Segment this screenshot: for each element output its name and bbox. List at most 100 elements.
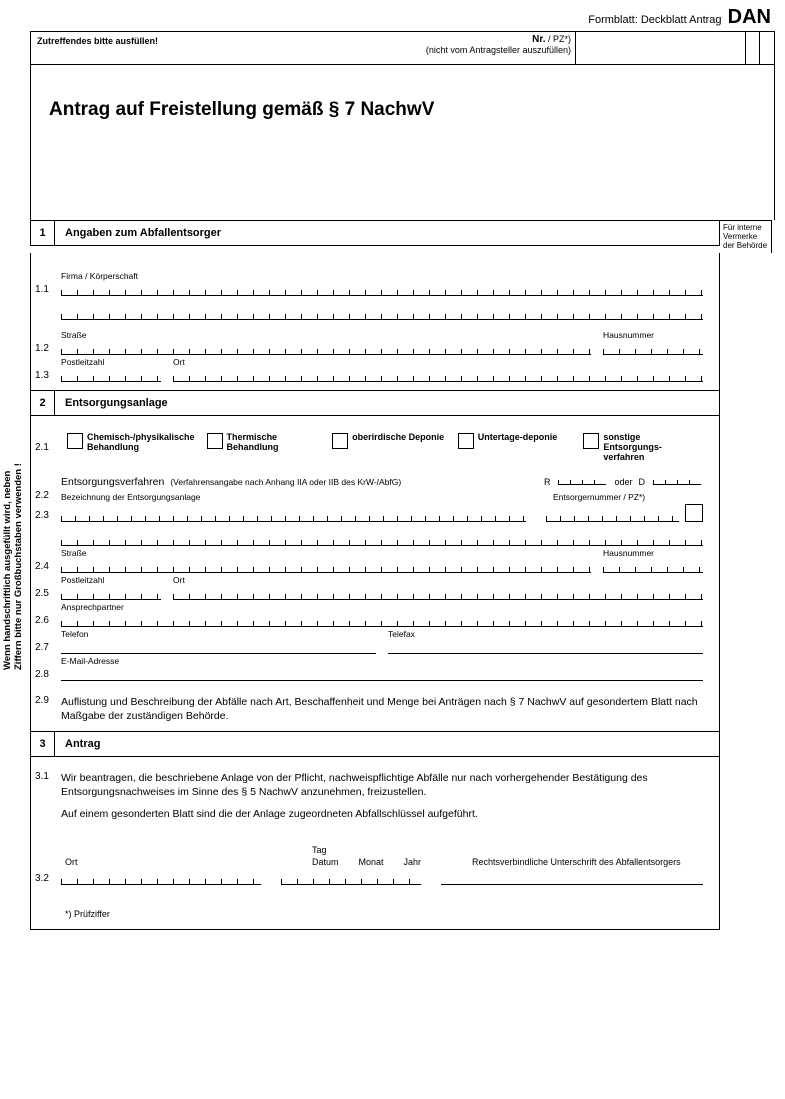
footnote: *) Prüfziffer [31, 887, 709, 925]
row-2-6-num: 2.6 [31, 615, 61, 627]
telefon-field[interactable] [61, 640, 376, 654]
entsorgernummer-field[interactable] [546, 508, 679, 522]
email-field[interactable] [61, 667, 703, 681]
section-2-body: 2.1 Chemisch-/physikalische Behandlung T… [30, 416, 720, 731]
section-1-num: 1 [31, 221, 55, 245]
sig-monat-label: Monat [359, 857, 384, 867]
sig-date-field[interactable] [281, 871, 421, 885]
section-2-title: Entsorgungsanlage [55, 391, 719, 415]
entsorgungsverfahren-label: Entsorgungsverfahren [61, 476, 164, 488]
telefon-label: Telefon [61, 629, 376, 639]
cb-thermisch[interactable] [207, 433, 223, 449]
cb-sonstige-label: sonstige Entsorgungs-verfahren [603, 432, 697, 463]
antrag-text-2: Auf einem gesonderten Blatt sind die der… [61, 807, 703, 821]
cb-untertage[interactable] [458, 433, 474, 449]
sig-tag-label: Tag [312, 845, 327, 855]
cb-untertage-label: Untertage-deponie [478, 432, 558, 442]
ort-field-2[interactable] [173, 586, 703, 600]
row-3-2-num: 3.2 [31, 873, 61, 885]
sig-ort-field[interactable] [61, 871, 261, 885]
vertical-instruction: Wenn handschriftlich ausgefüllt wird, ne… [2, 270, 25, 670]
cb-chem-phys[interactable] [67, 433, 83, 449]
section-3-header: 3 Antrag [30, 731, 720, 757]
cb-sonstige[interactable] [583, 433, 599, 449]
internal-notes-box: Für interne Vermerke der Behörde [720, 220, 772, 253]
hausnummer-label: Hausnummer [603, 330, 703, 340]
oder-label: oder [614, 477, 632, 487]
hausnummer-label-2: Hausnummer [603, 548, 703, 558]
section-2-num: 2 [31, 391, 55, 415]
ansprechpartner-label: Ansprechpartner [61, 602, 703, 612]
firma-field[interactable] [61, 282, 703, 296]
row-2-3-num: 2.3 [31, 510, 61, 522]
section-2-header: 2 Entsorgungsanlage [30, 390, 720, 416]
r-label: R [544, 477, 551, 487]
form-header: Formblatt: Deckblatt Antrag DAN [30, 6, 775, 29]
strasse-label-2: Straße [61, 548, 591, 558]
hausnummer-field[interactable] [603, 341, 703, 355]
row-2-9-num: 2.9 [31, 695, 61, 707]
section-1-header: 1 Angaben zum Abfallentsorger [30, 220, 720, 246]
plz-field-2[interactable] [61, 586, 161, 600]
sig-ort-label: Ort [65, 857, 78, 867]
bezeichnung-label: Bezeichnung der Entsorgungsanlage [61, 492, 553, 502]
top-box: Zutreffendes bitte ausfüllen! Nr. / PZ*)… [30, 31, 775, 65]
row-2-9-text: Auflistung und Beschreibung der Abfälle … [61, 695, 709, 723]
row-1-1-num: 1.1 [31, 284, 61, 296]
firma-field-2[interactable] [61, 306, 703, 320]
sig-jahr-label: Jahr [404, 857, 422, 867]
nr-field[interactable] [576, 32, 746, 64]
fill-instruction: Zutreffendes bitte ausfüllen! [31, 32, 361, 64]
antrag-text-1: Wir beantragen, die beschriebene Anlage … [61, 771, 703, 799]
row-2-4-num: 2.4 [31, 561, 61, 573]
row-3-1-num: 3.1 [31, 771, 61, 783]
hausnummer-field-2[interactable] [603, 559, 703, 573]
ort-label-2: Ort [173, 575, 703, 585]
cb-thermisch-label: Thermische Behandlung [227, 432, 321, 453]
sig-signature-field[interactable] [441, 871, 703, 885]
sig-signature-label: Rechtsverbindliche Unterschrift des Abfa… [472, 857, 681, 867]
d-field[interactable] [653, 475, 701, 485]
row-2-1-num: 2.1 [31, 442, 61, 454]
row-2-5-num: 2.5 [31, 588, 61, 600]
plz-label-2: Postleitzahl [61, 575, 161, 585]
pz-field-1[interactable] [746, 32, 760, 64]
title-box: Antrag auf Freistellung gemäß § 7 NachwV [30, 65, 775, 220]
sig-datum-label: Datum [312, 857, 339, 867]
section-1-title: Angaben zum Abfallentsorger [55, 221, 719, 245]
row-2-2-num: 2.2 [31, 490, 61, 502]
telefax-label: Telefax [388, 629, 703, 639]
cb-chem-phys-label: Chemisch-/physikalische Behandlung [87, 432, 195, 453]
cb-oberirdisch-label: oberirdische Deponie [352, 432, 444, 442]
nr-pz-box: Nr. / PZ*) (nicht vom Antragsteller ausz… [361, 32, 576, 64]
ansprechpartner-field[interactable] [61, 613, 703, 627]
section-3-num: 3 [31, 732, 55, 756]
cb-oberirdisch[interactable] [332, 433, 348, 449]
verfahren-note: (Verfahrensangabe nach Anhang IIA oder I… [170, 477, 401, 487]
bezeichnung-field[interactable] [61, 508, 526, 522]
entsorgernummer-label: Entsorgernummer / PZ*) [553, 492, 703, 502]
d-label: D [639, 477, 646, 487]
ort-label: Ort [173, 357, 703, 367]
bezeichnung-field-2[interactable] [61, 532, 703, 546]
row-2-8-num: 2.8 [31, 669, 61, 681]
pz-field-2[interactable] [760, 32, 774, 64]
section-3-title: Antrag [55, 732, 719, 756]
row-1-2-num: 1.2 [31, 343, 61, 355]
strasse-label: Straße [61, 330, 591, 340]
row-1-3-num: 1.3 [31, 370, 61, 382]
pz-box-field[interactable] [685, 504, 703, 522]
email-label: E-Mail-Adresse [61, 656, 703, 666]
strasse-field[interactable] [61, 341, 591, 355]
section-1-body: 1.1 Firma / Körperschaft 1.2 Straße Haus… [30, 253, 720, 390]
ort-field[interactable] [173, 368, 703, 382]
firma-label: Firma / Körperschaft [61, 271, 703, 281]
plz-label: Postleitzahl [61, 357, 161, 367]
form-title: Antrag auf Freistellung gemäß § 7 NachwV [49, 99, 756, 121]
row-2-7-num: 2.7 [31, 642, 61, 654]
strasse-field-2[interactable] [61, 559, 591, 573]
plz-field[interactable] [61, 368, 161, 382]
section-3-body: 3.1 Wir beantragen, die beschriebene Anl… [30, 757, 720, 931]
r-field[interactable] [558, 475, 606, 485]
telefax-field[interactable] [388, 640, 703, 654]
